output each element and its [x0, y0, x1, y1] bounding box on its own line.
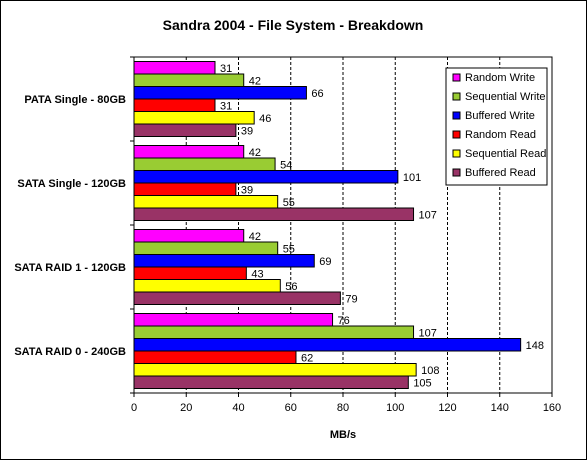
x-tick-label: 40	[232, 402, 244, 414]
data-label: 56	[285, 281, 297, 293]
legend-label: Random Read	[465, 129, 536, 141]
data-label: 66	[311, 88, 323, 100]
bar	[133, 325, 415, 339]
data-label: 42	[249, 147, 261, 159]
data-label: 46	[259, 113, 271, 125]
legend-label: Buffered Read	[465, 167, 536, 179]
bar	[133, 279, 281, 293]
bar	[133, 254, 315, 268]
legend-swatch	[452, 130, 461, 139]
category-label: SATA RAID 1 - 120GB	[14, 262, 126, 274]
bar	[133, 123, 237, 137]
bar	[133, 375, 409, 389]
data-label: 62	[301, 352, 313, 364]
bar	[133, 86, 307, 100]
x-tick-label: 20	[180, 402, 192, 414]
data-label: 31	[220, 63, 232, 75]
x-tick-label: 60	[285, 402, 297, 414]
data-label: 107	[419, 209, 437, 221]
legend-label: Random Write	[465, 72, 535, 84]
data-label: 107	[419, 327, 437, 339]
data-label: 31	[220, 100, 232, 112]
bar	[133, 266, 247, 280]
data-label: 108	[421, 365, 439, 377]
bars	[133, 61, 522, 389]
bar	[133, 291, 341, 305]
x-tick-label: 0	[131, 402, 137, 414]
x-tick-label: 80	[337, 402, 349, 414]
bar	[133, 170, 399, 184]
bar	[133, 195, 279, 209]
bar	[133, 98, 216, 112]
legend-label: Sequential Write	[465, 91, 546, 103]
data-label: 42	[249, 231, 261, 243]
data-labels: 31 42 66 31 46 39 42 54 101 39 55 107 42 55 69 43 56 79 76…	[220, 63, 544, 390]
legend: Random Write Sequential Write Buffered Wri…	[445, 67, 548, 186]
data-label: 42	[249, 75, 261, 87]
bar	[133, 182, 237, 196]
x-tick-label: 160	[543, 402, 561, 414]
bar	[133, 157, 276, 171]
bar	[133, 73, 245, 87]
legend-swatch	[452, 111, 461, 120]
data-label: 69	[319, 256, 331, 268]
data-label: 148	[526, 340, 544, 352]
data-label: 54	[280, 159, 292, 171]
axes: 0 20 40 60 80 100 120 140 160 PATA Single - 80GB S…	[14, 56, 561, 414]
bar	[133, 350, 297, 364]
data-label: 76	[338, 315, 350, 327]
legend-swatch	[452, 73, 461, 82]
x-tick-label: 100	[386, 402, 404, 414]
category-label: SATA RAID 0 - 240GB	[14, 346, 126, 358]
x-tick-label: 120	[438, 402, 456, 414]
data-label: 39	[241, 184, 253, 196]
legend-label: Sequential Read	[465, 148, 546, 160]
legend-box	[445, 67, 548, 186]
data-label: 79	[345, 293, 357, 305]
legend-swatch	[452, 149, 461, 158]
data-label: 39	[241, 125, 253, 137]
category-label: SATA Single - 120GB	[17, 178, 126, 190]
bar	[133, 145, 245, 159]
legend-swatch	[452, 168, 461, 177]
bar	[133, 61, 216, 75]
bar	[133, 229, 245, 243]
bar	[133, 207, 415, 221]
data-label: 105	[413, 377, 431, 389]
bar	[133, 363, 417, 377]
chart-title: Sandra 2004 - File System - Breakdown	[163, 17, 424, 33]
category-label: PATA Single - 80GB	[24, 94, 126, 106]
data-label: 55	[283, 197, 295, 209]
data-label: 55	[283, 243, 295, 255]
bar	[133, 338, 522, 352]
x-tick-label: 140	[491, 402, 509, 414]
legend-swatch	[452, 92, 461, 101]
x-axis-title: MB/s	[330, 429, 356, 441]
data-label: 101	[403, 172, 421, 184]
data-label: 43	[251, 268, 263, 280]
legend-label: Buffered Write	[465, 110, 535, 122]
bar	[133, 111, 255, 125]
bar	[133, 313, 334, 327]
bar	[133, 241, 279, 255]
